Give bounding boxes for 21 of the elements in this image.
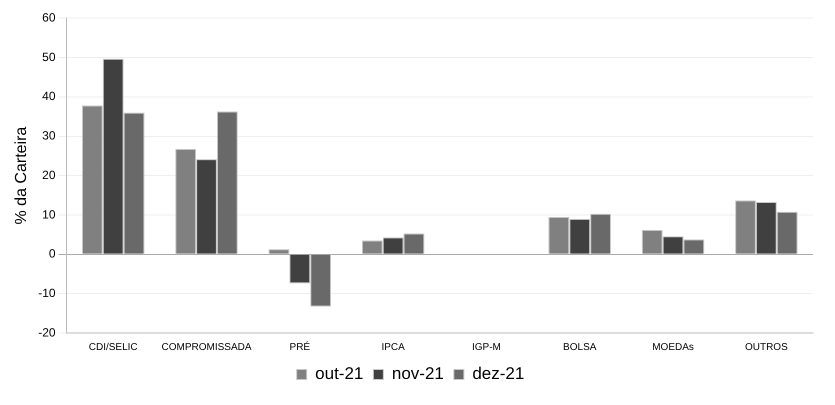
x-tick-label: OUTROS (744, 342, 788, 353)
y-tick-label: 40 (42, 89, 56, 104)
x-tick-label: IGP-M (472, 342, 501, 353)
x-tick-label: COMPROMISSADA (161, 342, 252, 353)
y-tick-label: 10 (42, 207, 56, 222)
y-tick-label: -20 (38, 325, 56, 340)
y-tick-label: 50 (42, 50, 56, 64)
x-tick-label: IPCA (381, 342, 406, 353)
legend-label: out-21 (315, 364, 364, 384)
x-tick-label: BOLSA (563, 342, 597, 353)
y-tick-label: 0 (48, 246, 56, 261)
y-tick-label: 60 (42, 10, 56, 25)
legend-label: dez-21 (472, 364, 524, 384)
x-tick-label: MOEDAs (652, 342, 694, 353)
x-tick-label: PRÉ (290, 340, 310, 353)
x-tick-label: CDI/SELIC (88, 342, 138, 353)
y-axis-title: % da Carteira (13, 126, 30, 225)
legend-label: nov-21 (392, 364, 444, 384)
y-tick-label: 30 (42, 128, 56, 143)
y-tick-label: -10 (38, 286, 56, 300)
y-tick-label: 20 (42, 168, 56, 182)
